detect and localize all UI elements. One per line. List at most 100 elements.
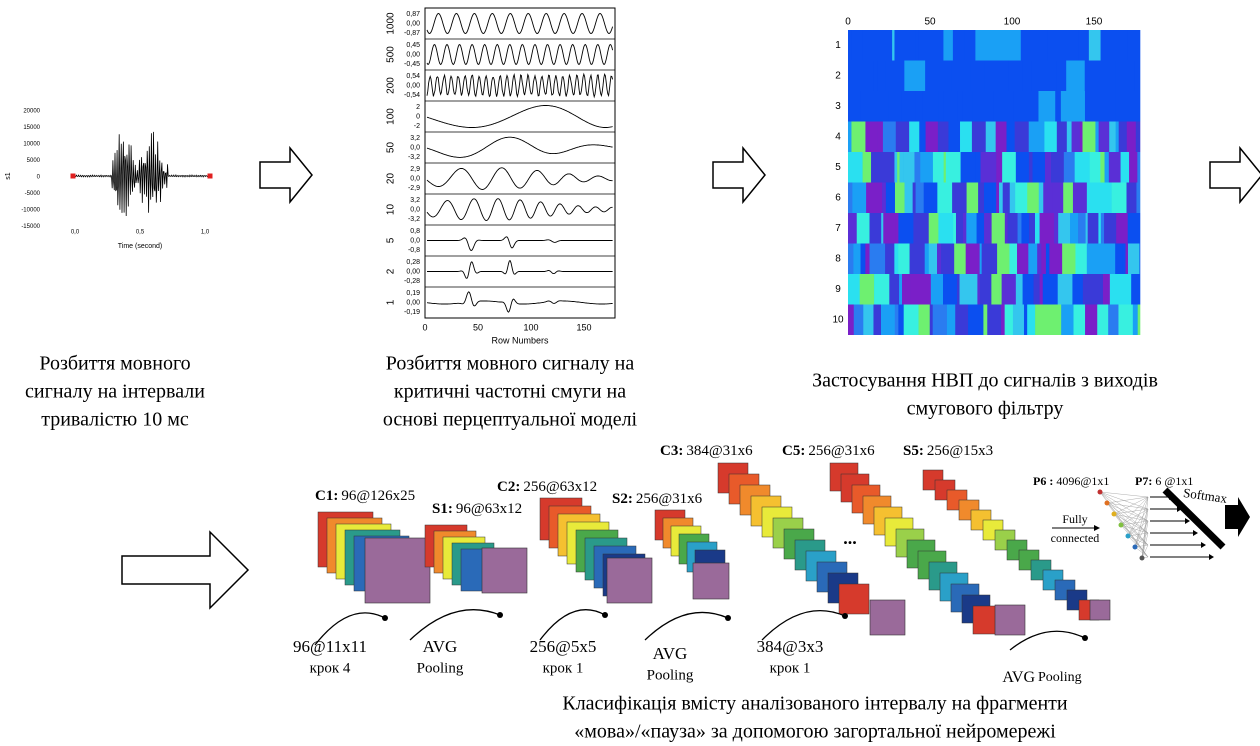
heatmap-cell (984, 213, 992, 244)
fc-link (1106, 502, 1149, 510)
heatmap-cell (952, 30, 965, 61)
heatmap-cell (943, 152, 947, 183)
heatmap-cell (1049, 243, 1063, 274)
heatmap-cell (975, 274, 978, 305)
heatmap-cell (1070, 213, 1079, 244)
heatmap-cell (903, 304, 919, 335)
heatmap-cell (865, 121, 878, 152)
heatmap-cell (851, 30, 864, 61)
heatmap-cell (1127, 30, 1141, 61)
y-tick-label: 0 (37, 175, 41, 181)
fc-link (1127, 532, 1149, 537)
heatmap-cell (1056, 60, 1067, 91)
heatmap-cell (1037, 243, 1042, 274)
heatmap-cell (996, 152, 1003, 183)
heatmap-cell (1117, 274, 1132, 305)
heatmap-cell (848, 30, 852, 61)
fc-link (1099, 491, 1149, 498)
heatmap-cell (1095, 121, 1099, 152)
heatmap-cell (962, 91, 974, 122)
fc-link (1127, 508, 1149, 537)
heatmap-cell (1017, 243, 1025, 274)
fc-link (1099, 491, 1149, 522)
heatmap-cell (1007, 213, 1018, 244)
heatmap-cell (874, 274, 890, 305)
heatmap-cell (1106, 182, 1112, 213)
heatmap-cell (898, 213, 914, 244)
heatmap-cell (978, 91, 994, 122)
y-tick-label: 0 (416, 113, 420, 120)
heatmap-cell (1104, 152, 1110, 183)
heatmap-cell (1063, 152, 1075, 183)
heatmap-cell (871, 152, 888, 183)
heatmap-cell (1109, 121, 1116, 152)
y-tick-label: 2,9 (410, 166, 420, 173)
y-tick-label: 0,8 (410, 228, 420, 235)
heatmap-cell (881, 213, 884, 244)
heatmap-cell (999, 274, 1002, 305)
op-arrow (314, 612, 386, 646)
heatmap-cell (910, 274, 921, 305)
heatmap-cell (1046, 304, 1062, 335)
y-tick-label: 0,00 (406, 20, 420, 27)
caption: Класифікація вмісту аналізованого інтерв… (562, 693, 1068, 715)
heatmap-cell (853, 243, 861, 274)
heatmap-cell (1023, 304, 1028, 335)
heatmap-cell (979, 243, 982, 274)
y-tick-label: -2,9 (408, 185, 420, 192)
heatmap-cell (946, 304, 956, 335)
fc-link (1134, 496, 1149, 548)
heatmap-cell (1100, 243, 1116, 274)
heatmap-cell (882, 182, 887, 213)
heatmap-cell (959, 274, 976, 305)
heatmap-cell (883, 213, 897, 244)
heatmap-cell (951, 60, 971, 91)
caption: критичні частотні смуги на (394, 381, 626, 403)
heatmap-cell (1061, 304, 1074, 335)
x-tick-label: 0 (422, 322, 427, 332)
heatmap-cell (1039, 213, 1055, 244)
subband-signal (426, 136, 613, 158)
neuron (1118, 522, 1124, 528)
heatmap-cell (1015, 274, 1023, 305)
arrowhead (1169, 494, 1174, 500)
subband-signal (426, 291, 613, 313)
heatmap-cell (1052, 182, 1064, 213)
heatmap-cell (873, 304, 882, 335)
heatmap-cell (1108, 304, 1119, 335)
feature-map (481, 547, 528, 594)
feature-map (869, 599, 906, 636)
heatmap-cell (1086, 182, 1095, 213)
heatmap-cell (1002, 152, 1017, 183)
x-tick-label: 1,0 (201, 230, 210, 236)
subband-signal (426, 167, 613, 190)
heatmap-cell (1009, 243, 1018, 274)
layer-size: 256@31x6 (636, 491, 703, 507)
heatmap-cell (1104, 213, 1117, 244)
softmax-bar (1162, 487, 1226, 550)
op-label: AVG (423, 637, 458, 656)
heatmap-cell (938, 91, 944, 122)
y-tick-label: -3,2 (408, 154, 420, 161)
heatmap-cell (1022, 60, 1032, 91)
heatmap-cell (957, 91, 963, 122)
heatmap-cell (999, 182, 1004, 213)
y-tick-label: 7 (835, 223, 841, 234)
heatmap-cell (1132, 304, 1139, 335)
heatmap-cell (996, 182, 1000, 213)
neuron (1125, 533, 1131, 539)
y-tick-label: 10000 (23, 142, 40, 148)
heatmap-cell (862, 30, 893, 61)
heatmap-cell (1056, 121, 1068, 152)
heatmap-cell (1125, 243, 1129, 274)
arrowhead (842, 613, 848, 619)
heatmap-cell (877, 60, 886, 91)
heatmap-cell (1001, 274, 1017, 305)
arrowhead (497, 612, 503, 618)
fc-link (1127, 496, 1149, 537)
heatmap-cell (1042, 274, 1059, 305)
heatmap-cell (1115, 60, 1135, 91)
waveform (72, 131, 210, 217)
band-label: 1000 (386, 12, 397, 35)
